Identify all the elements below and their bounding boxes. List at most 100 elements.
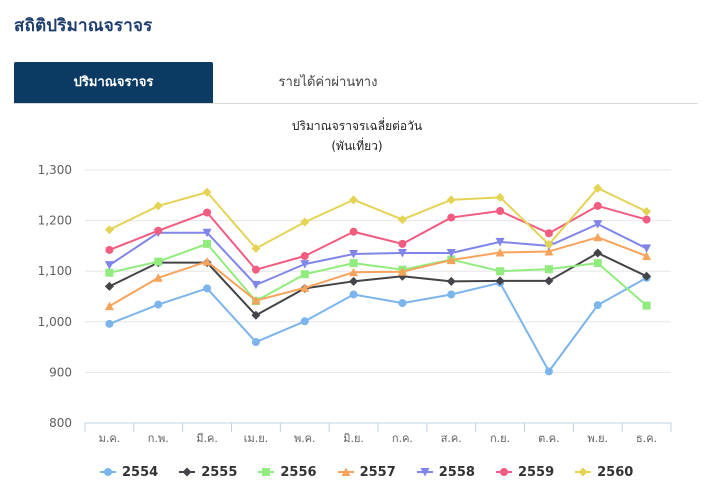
legend-item-2556[interactable]: 2556: [258, 464, 317, 480]
data-point: [104, 281, 114, 291]
data-point: [397, 248, 407, 258]
data-point: [642, 301, 651, 310]
data-point: [446, 276, 456, 286]
data-point: [154, 257, 163, 266]
data-point: [544, 276, 554, 286]
legend-label: 2555: [201, 464, 238, 480]
legend-item-2558[interactable]: 2558: [416, 465, 475, 480]
data-point: [203, 239, 212, 248]
data-point: [499, 468, 508, 476]
legend-symbol: [100, 468, 116, 476]
data-point: [300, 270, 309, 279]
legend-label: 2559: [517, 464, 555, 480]
legend-symbol: [416, 468, 433, 477]
legend-item-2559[interactable]: 2559: [495, 464, 555, 480]
data-point: [593, 232, 603, 242]
data-point: [593, 301, 602, 310]
series-line-2555: [108, 251, 648, 317]
legend-symbol: [575, 467, 592, 477]
series-line-2560: [108, 187, 648, 250]
series-line-2557: [108, 236, 647, 307]
y-tick-label: 1,200: [38, 214, 72, 228]
x-tick-label: ม.ค.: [99, 432, 121, 445]
data-point: [251, 265, 260, 274]
data-point: [642, 215, 651, 224]
x-tick-label: ธ.ค.: [636, 432, 657, 445]
legend-label: 2554: [122, 464, 159, 480]
data-point: [104, 468, 112, 476]
data-point: [182, 467, 192, 477]
data-point: [593, 248, 603, 258]
data-point: [544, 265, 553, 274]
data-point: [397, 267, 407, 276]
y-tick-label: 1,000: [38, 315, 72, 329]
data-point: [300, 217, 310, 227]
tab-traffic-volume[interactable]: ปริมาณจราจร: [14, 62, 213, 103]
data-point: [202, 257, 212, 266]
data-point: [203, 208, 212, 217]
data-point: [446, 195, 456, 205]
data-point: [642, 244, 652, 253]
x-tick-label: ก.ย.: [490, 432, 510, 445]
data-point: [262, 468, 271, 476]
data-point: [593, 201, 602, 210]
x-tick-label: พ.ย.: [587, 432, 608, 445]
legend-symbol: [258, 468, 275, 476]
y-tick-label: 1,300: [38, 163, 72, 177]
data-point: [642, 251, 652, 261]
data-point: [578, 467, 588, 477]
tab-toll-revenue[interactable]: รายได้ค่าผ่านทาง: [228, 62, 428, 103]
data-point: [495, 247, 505, 257]
data-point: [251, 280, 261, 290]
chart-subtitle: (พันเที่ยว): [331, 139, 383, 153]
data-point: [251, 310, 261, 320]
chart-title: ปริมาณจราจรเฉลี่ยต่อวัน: [291, 119, 423, 133]
data-point: [496, 206, 505, 215]
x-tick-label: ก.ค.: [392, 432, 413, 445]
y-tick-label: 1,100: [38, 264, 72, 278]
x-tick-label: พ.ค.: [294, 432, 316, 445]
data-point: [154, 226, 163, 235]
data-point: [495, 276, 505, 286]
tab-bar: ปริมาณจราจร รายได้ค่าผ่านทาง: [14, 62, 698, 104]
legend-item-2557[interactable]: 2557: [337, 464, 396, 480]
data-point: [593, 183, 603, 193]
series-line-2558: [108, 223, 648, 286]
data-point: [642, 271, 652, 281]
data-point: [349, 249, 359, 259]
x-tick-label: มี.ค.: [196, 432, 218, 445]
legend-item-2555[interactable]: 2555: [179, 465, 237, 480]
data-point: [420, 468, 430, 477]
series-line-2559: [109, 204, 647, 271]
data-point: [496, 267, 505, 276]
data-point: [300, 260, 310, 269]
data-point: [495, 237, 505, 247]
legend-item-2554[interactable]: 2554: [100, 465, 158, 480]
y-tick-label: 900: [49, 365, 72, 379]
data-point: [593, 259, 602, 268]
data-point: [398, 299, 407, 308]
data-point: [447, 290, 456, 299]
data-point: [349, 259, 358, 268]
data-point: [153, 273, 163, 282]
legend-label: 2556: [280, 464, 317, 480]
x-tick-label: ส.ค.: [441, 432, 462, 445]
x-tick-label: ก.พ.: [148, 432, 169, 445]
legend-label: 2557: [359, 464, 396, 480]
data-point: [251, 296, 261, 305]
legend-symbol: [495, 468, 512, 476]
legend-item-2560[interactable]: 2560: [575, 465, 633, 480]
data-point: [593, 220, 603, 229]
data-point: [300, 317, 309, 326]
data-point: [341, 467, 351, 476]
data-point: [495, 192, 505, 202]
chart-title-block: ปริมาณจราจรเฉลี่ยต่อวัน (พันเที่ยว): [0, 116, 714, 156]
data-point: [104, 301, 114, 311]
legend-symbol: [337, 467, 354, 476]
series-line-2556: [109, 242, 648, 307]
data-point: [105, 319, 114, 328]
data-point: [349, 267, 359, 277]
legend-symbol: [179, 467, 196, 477]
data-point: [447, 213, 456, 222]
